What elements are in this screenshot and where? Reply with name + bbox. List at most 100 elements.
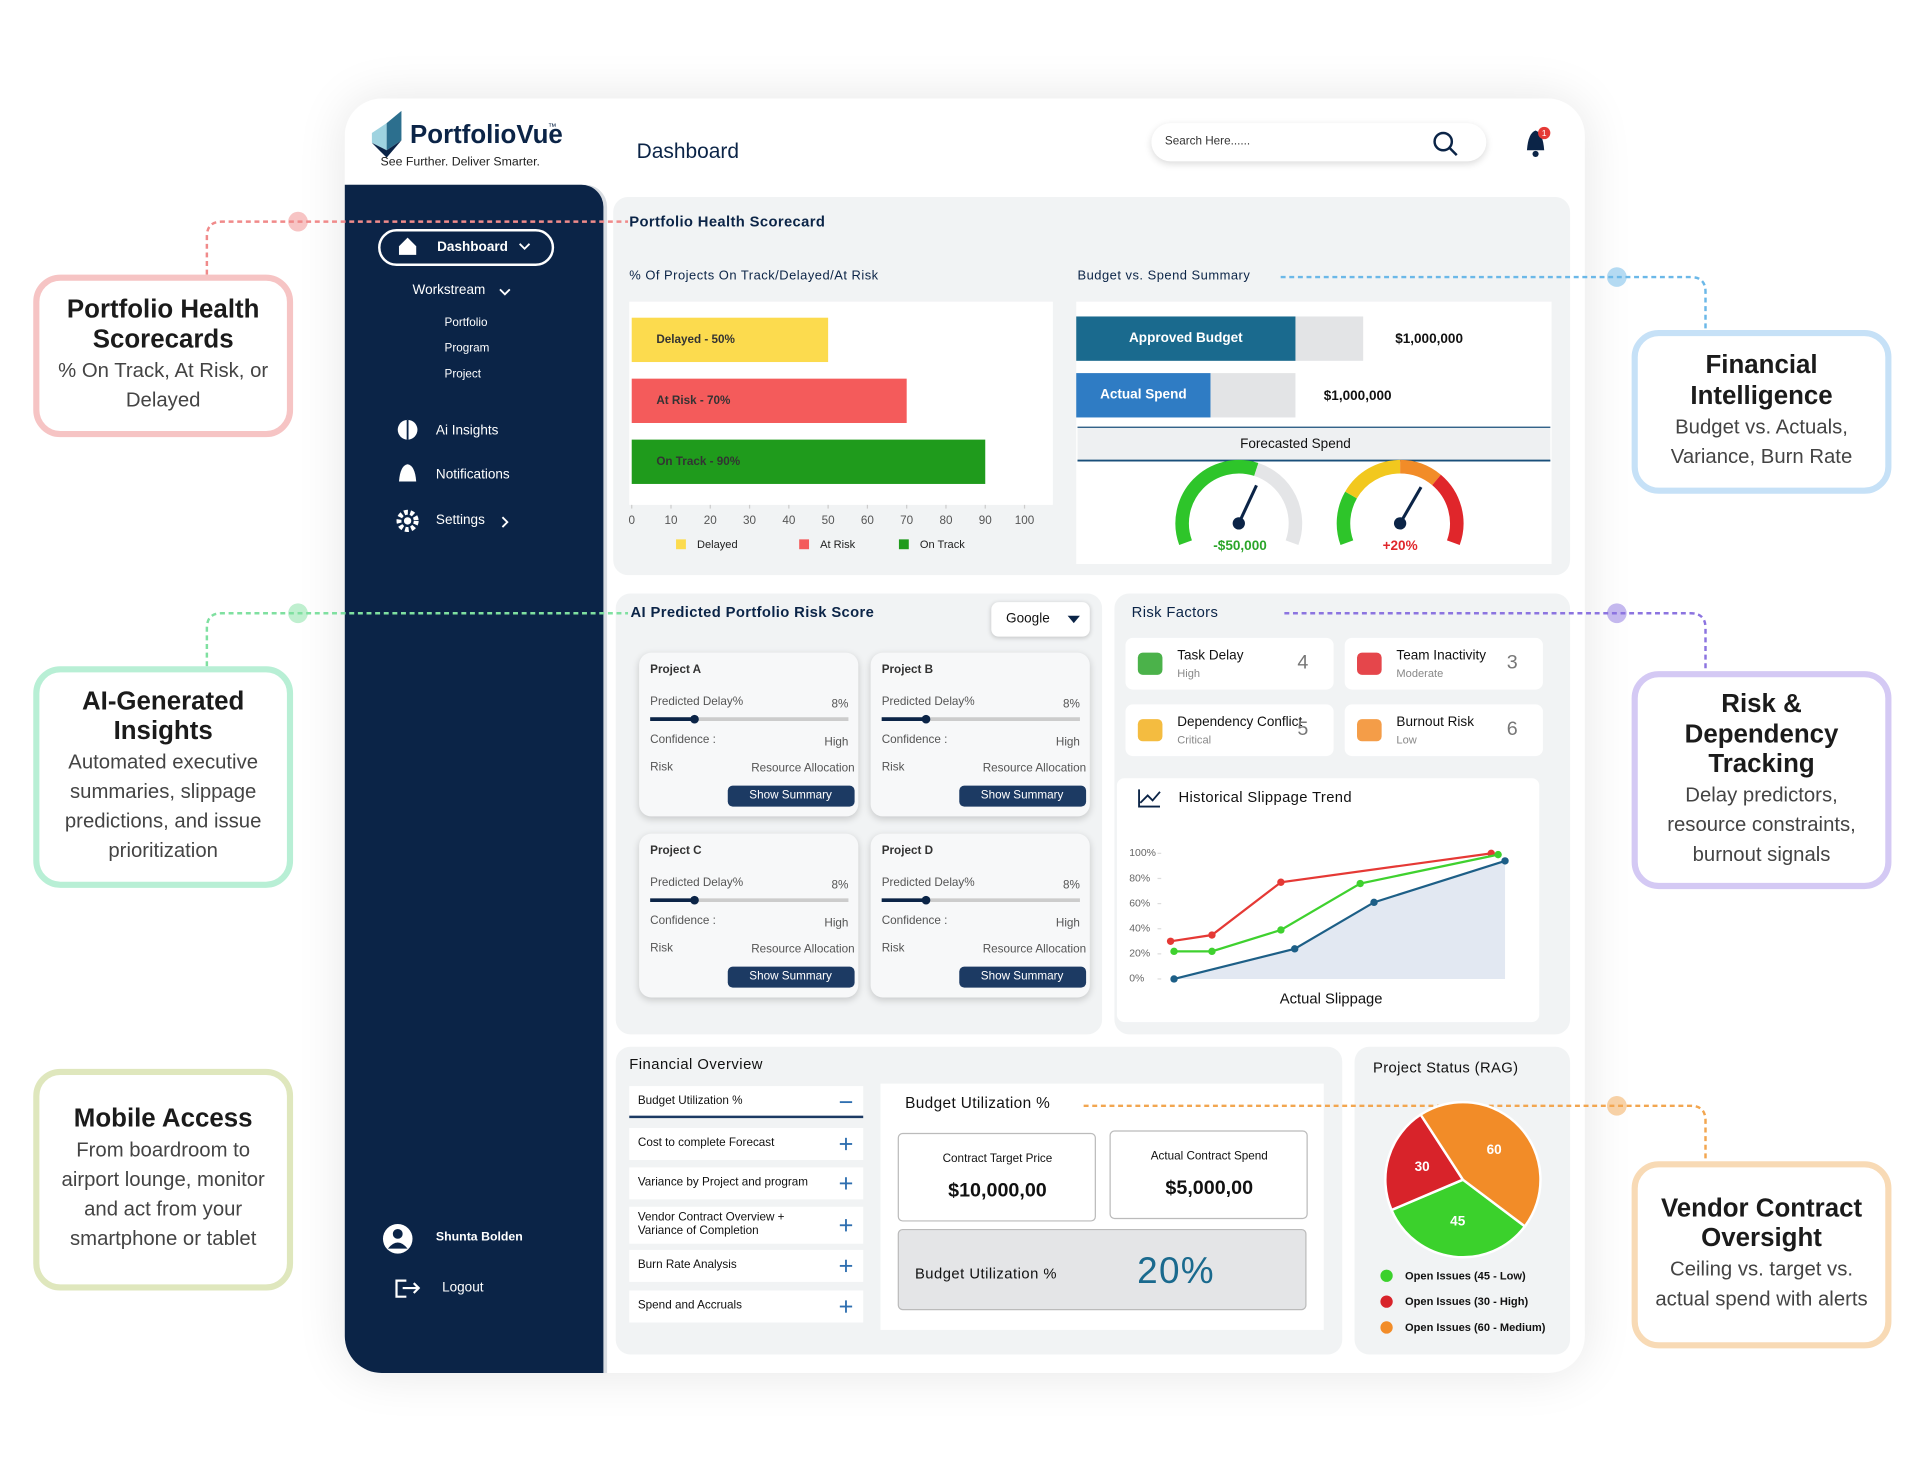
risk-count: 5 — [1297, 718, 1309, 740]
risk-level: Critical — [1177, 733, 1212, 747]
summary-button[interactable] — [959, 966, 1087, 988]
nav-subitem[interactable]: Program — [444, 341, 490, 356]
card-project: Project D — [881, 844, 934, 858]
logo-icon — [371, 140, 402, 158]
search-box[interactable] — [1151, 123, 1487, 162]
callout-title: Portfolio Health Scorecards — [66, 295, 260, 354]
accordion-label[interactable]: Burn Rate Analysis — [637, 1257, 737, 1272]
nav-logout[interactable]: Logout — [442, 1280, 484, 1296]
area — [1174, 860, 1506, 979]
chart-title: % Of Projects On Track/Delayed/At Risk — [629, 268, 879, 284]
metric-label: Contract Target Price — [942, 1152, 1053, 1166]
bar-label: On Track - 90% — [656, 455, 740, 468]
risk-name: Dependency Conflict — [1177, 715, 1303, 730]
bar-label: Delayed - 50% — [656, 333, 735, 346]
trend-icon — [1138, 789, 1161, 808]
summary-button-label[interactable]: Show Summary — [749, 969, 832, 983]
forecast-bar — [1077, 427, 1551, 461]
nav-item[interactable]: Settings — [435, 513, 485, 528]
accordion-label[interactable]: Spend and Accruals — [637, 1298, 742, 1313]
pie-slice — [1384, 1112, 1465, 1212]
user-icon — [382, 1224, 413, 1254]
callout-title: Mobile Access — [73, 1104, 253, 1133]
bar — [631, 378, 907, 423]
nav-item[interactable]: Ai Insights — [435, 423, 499, 438]
callout: Portfolio Health Scorecards% On Track, A… — [33, 274, 294, 438]
search-icon — [1433, 131, 1454, 152]
accordion-item[interactable] — [629, 1167, 864, 1200]
budget-label: Actual Spend — [1100, 387, 1187, 403]
chart-title: Project Status (RAG) — [1373, 1059, 1519, 1077]
nav-workstream[interactable]: Workstream — [412, 282, 486, 298]
accordion-label[interactable]: Variance by Project and program — [637, 1175, 809, 1189]
nav-subitem[interactable]: Portfolio — [444, 315, 488, 330]
line — [1170, 852, 1492, 943]
connector — [1280, 275, 1707, 331]
accordion-item[interactable] — [629, 1206, 864, 1244]
accordion-item[interactable] — [629, 1086, 864, 1119]
user-name: Shunta Bolden — [435, 1230, 523, 1245]
risk-name: Task Delay — [1177, 648, 1244, 664]
connector-dot — [1606, 603, 1627, 624]
line — [1173, 859, 1506, 981]
point — [1277, 926, 1285, 934]
risk-icon — [1137, 652, 1163, 675]
filter-value[interactable]: Google — [1006, 611, 1050, 627]
accordion-item[interactable] — [629, 1249, 864, 1282]
accordion-label[interactable]: Cost to complete Forecast — [637, 1136, 775, 1150]
accordion-label[interactable]: Budget Utilization % — [637, 1094, 743, 1108]
slider-knob — [690, 895, 699, 905]
summary-button-label[interactable]: Show Summary — [980, 969, 1064, 983]
gauge-value: +20% — [1382, 538, 1418, 554]
home-icon — [398, 237, 417, 255]
summary-button[interactable] — [959, 785, 1087, 807]
budget-bar — [1076, 373, 1211, 418]
search-placeholder: Search Here...... — [1164, 134, 1251, 149]
badge-count: 1 — [1542, 128, 1547, 138]
accordion-item[interactable] — [629, 1127, 864, 1160]
logo-icon — [386, 110, 402, 151]
chevron — [499, 288, 511, 296]
summary-button[interactable] — [727, 785, 855, 807]
x-tick-label: 70 — [900, 514, 914, 527]
budget-value: $1,000,000 — [1323, 388, 1392, 404]
nav-subitem[interactable]: Project — [444, 367, 481, 382]
budget-value: $1,000,000 — [1395, 332, 1463, 347]
bell-icon — [398, 464, 417, 482]
risk-count: 3 — [1506, 652, 1518, 674]
detail-title: Budget Utilization % — [905, 1094, 1051, 1112]
summary-button-label[interactable]: Show Summary — [980, 788, 1064, 802]
summary-button-label[interactable]: Show Summary — [749, 788, 832, 802]
callout: Vendor Contract Oversight Ceiling vs. tar… — [1631, 1161, 1892, 1349]
page-title: Dashboard — [636, 139, 740, 163]
pie-label: 60 — [1487, 1142, 1502, 1157]
connector-dot — [288, 211, 308, 232]
accordion-label[interactable]: Vendor Contract Overview + Variance of C… — [637, 1210, 785, 1238]
callout: Risk & Dependency Tracking Delay predicto… — [1631, 671, 1892, 890]
card-value: High — [1055, 916, 1080, 931]
trademark: ™ — [547, 123, 557, 132]
x-tick-label: 20 — [704, 514, 718, 527]
point — [1170, 975, 1178, 983]
utilization-label: Budget Utilization % — [914, 1264, 1058, 1283]
card-project: Project B — [881, 663, 934, 677]
accordion-item[interactable] — [629, 1290, 864, 1323]
connector-dot — [1606, 1095, 1627, 1116]
dashboard-pill[interactable] — [378, 229, 555, 266]
card-label: Predicted Delay% — [650, 695, 744, 709]
summary-button[interactable] — [727, 966, 855, 988]
chevron — [501, 516, 509, 528]
search-icon — [1448, 146, 1458, 157]
y-tick-label: 100% — [1129, 848, 1156, 859]
sidebar — [344, 184, 604, 1374]
nav-item[interactable]: Notifications — [435, 467, 510, 483]
nav-dashboard[interactable]: Dashboard — [437, 239, 508, 255]
risk-count: 4 — [1297, 652, 1309, 674]
panel-title: Portfolio Health Scorecard — [629, 213, 826, 231]
y-tick-label: 80% — [1129, 873, 1150, 884]
bar — [631, 317, 829, 363]
legend-dot — [1380, 1321, 1393, 1334]
legend-swatch — [799, 539, 810, 550]
gauge-needle — [1398, 486, 1423, 525]
card-label: Risk — [881, 941, 905, 956]
